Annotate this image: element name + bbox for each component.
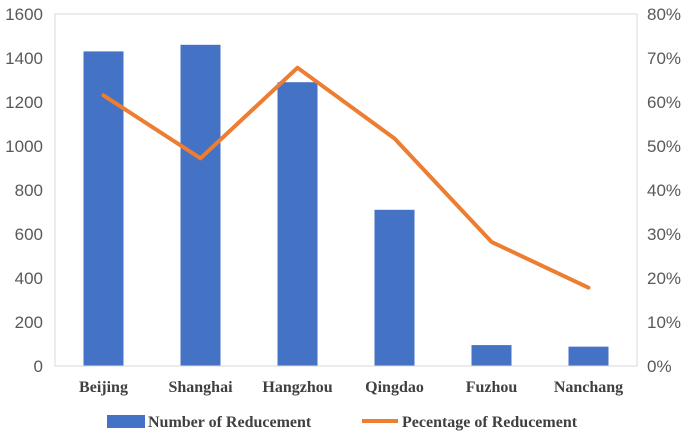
category-label: Shanghai	[168, 379, 233, 396]
left-tick-label: 600	[15, 225, 43, 244]
right-tick-label: 60%	[647, 93, 681, 112]
bar-nanchang	[568, 346, 609, 366]
legend-swatch-bars	[107, 415, 145, 428]
bar-shanghai	[180, 44, 221, 367]
bar-series	[83, 44, 609, 367]
right-axis-ticks: 0% 10% 20% 30% 40% 50% 60% 70% 80%	[647, 5, 681, 376]
left-tick-label: 1600	[5, 5, 43, 24]
bar-beijing	[83, 51, 124, 367]
left-axis-ticks: 0 200 400 600 800 1000 1200 1400 1600	[5, 5, 43, 376]
right-tick-label: 30%	[647, 225, 681, 244]
right-tick-label: 50%	[647, 137, 681, 156]
category-label: Fuzhou	[466, 379, 518, 396]
right-tick-label: 40%	[647, 181, 681, 200]
left-tick-label: 1400	[5, 49, 43, 68]
right-tick-label: 70%	[647, 49, 681, 68]
left-tick-label: 400	[15, 269, 43, 288]
left-tick-label: 0	[34, 357, 43, 376]
bar-qingdao	[374, 209, 415, 366]
right-tick-label: 80%	[647, 5, 681, 24]
legend-label-line: Pecentage of Reducement	[402, 414, 578, 431]
category-label: Beijing	[79, 379, 128, 396]
plot-area-frame	[54, 13, 638, 367]
line-series	[101, 65, 591, 290]
right-tick-label: 10%	[647, 313, 681, 332]
percentage-line	[101, 65, 591, 290]
category-labels: Beijing Shanghai Hangzhou Qingdao Fuzhou Nanc…	[79, 379, 623, 396]
category-label: Hangzhou	[262, 379, 332, 396]
category-label: Nanchang	[554, 379, 623, 396]
left-tick-label: 200	[15, 313, 43, 332]
right-tick-label: 20%	[647, 269, 681, 288]
legend-label-bars: Number of Reducement	[148, 414, 312, 431]
left-tick-label: 1000	[5, 137, 43, 156]
right-tick-label: 0%	[647, 357, 672, 376]
left-tick-label: 800	[15, 181, 43, 200]
left-tick-label: 1200	[5, 93, 43, 112]
legend: Number of Reducement Pecentage of Reduce…	[107, 414, 578, 431]
bar-hangzhou	[277, 82, 318, 366]
bar-fuzhou	[471, 345, 512, 366]
category-label: Qingdao	[365, 379, 424, 396]
